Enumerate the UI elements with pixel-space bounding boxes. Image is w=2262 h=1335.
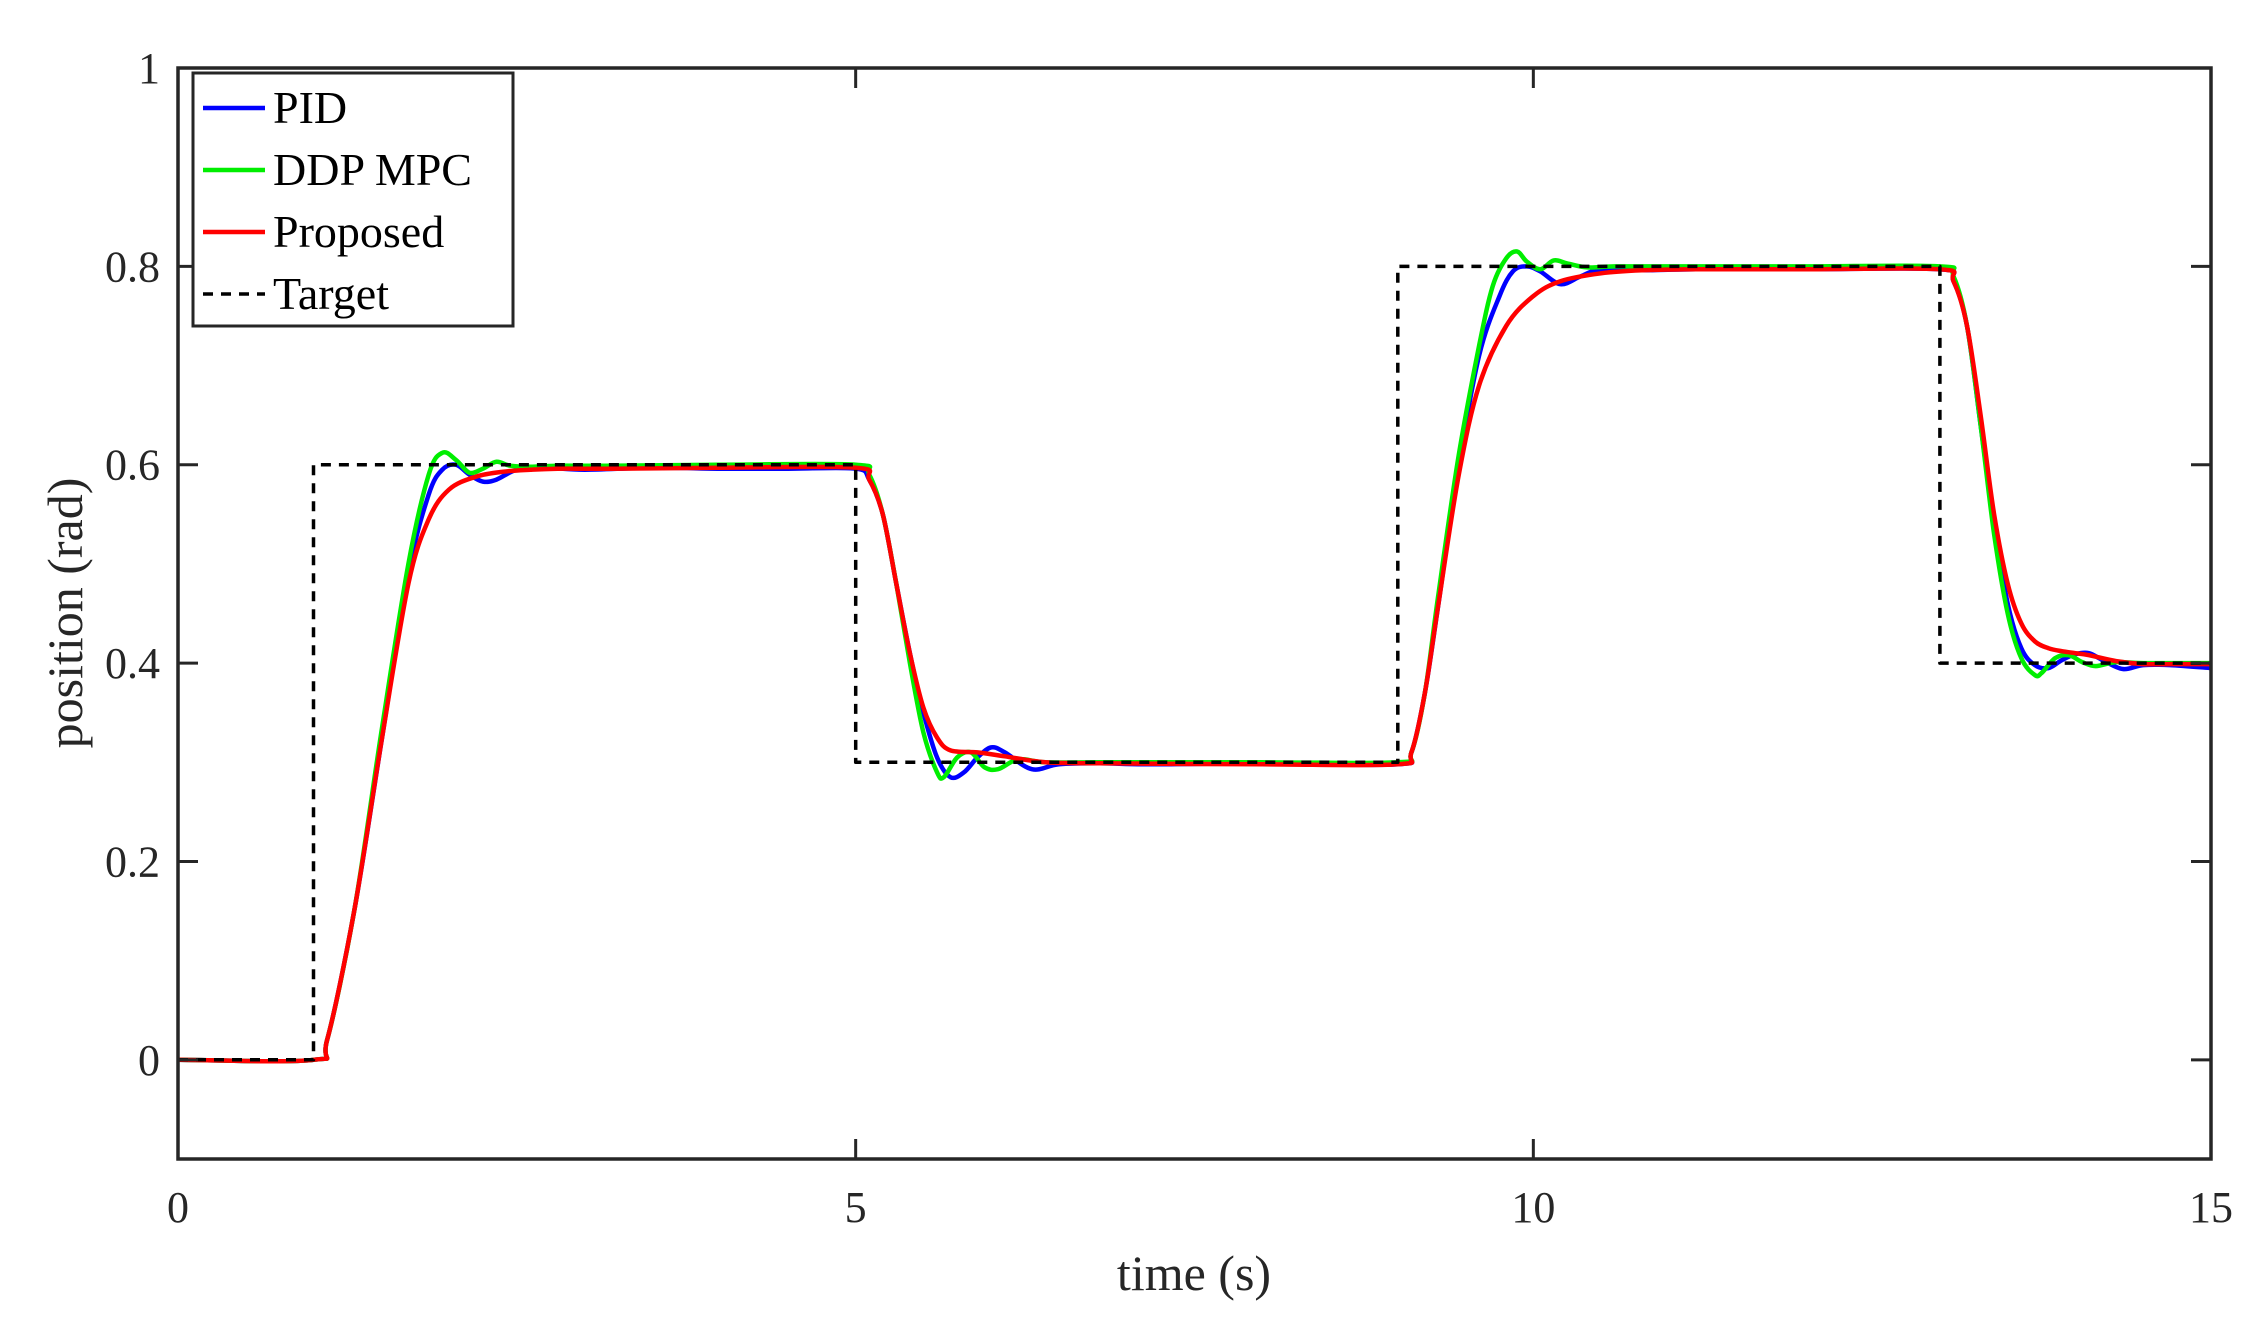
y-tick-label: 0.8: [105, 242, 160, 291]
legend-label-proposed: Proposed: [273, 206, 444, 257]
x-tick-label: 15: [2189, 1183, 2233, 1232]
plot-area: [178, 68, 2211, 1159]
x-tick-labels: 0 5 10 15: [167, 1183, 2233, 1232]
legend: PID DDP MPC Proposed Target: [191, 71, 515, 328]
series-layer: [177, 249, 2212, 1064]
legend-label-pid: PID: [273, 82, 347, 133]
x-tick-label: 5: [845, 1183, 867, 1232]
legend-box: [191, 71, 515, 328]
x-tick-label: 0: [167, 1183, 189, 1232]
y-tick-label: 0: [138, 1036, 160, 1085]
y-axis-label: position (rad): [37, 478, 93, 749]
axes-box: [176, 66, 2213, 1161]
y-tick-label: 1: [138, 44, 160, 93]
y-tick-labels: 0 0.2 0.4 0.6 0.8 1: [105, 44, 160, 1085]
x-axis-label: time (s): [1117, 1245, 1271, 1301]
legend-label-target: Target: [273, 268, 389, 319]
series-line-proposed: [177, 266, 2211, 1064]
y-tick-label: 0.6: [105, 441, 160, 490]
legend-label-ddp-mpc: DDP MPC: [273, 144, 472, 195]
x-tick-label: 10: [1511, 1183, 1555, 1232]
series-line-target: [178, 264, 2211, 1062]
y-tick-label: 0.2: [105, 837, 160, 886]
y-tick-label: 0.4: [105, 639, 160, 688]
